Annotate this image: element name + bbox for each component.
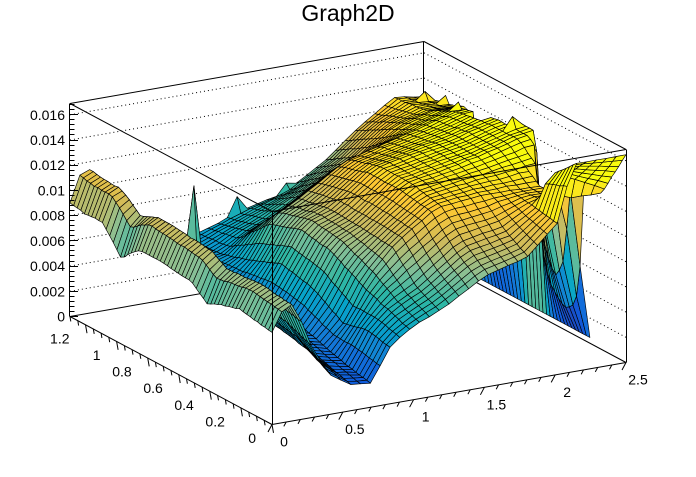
svg-text:0.014: 0.014 [30, 132, 65, 148]
svg-text:0.8: 0.8 [112, 364, 132, 380]
svg-text:0.4: 0.4 [174, 397, 194, 413]
svg-text:Graph2D: Graph2D [301, 0, 394, 26]
svg-text:2: 2 [563, 384, 571, 400]
svg-text:1: 1 [93, 347, 101, 363]
svg-text:0.01: 0.01 [38, 182, 65, 198]
svg-text:0: 0 [280, 434, 288, 450]
svg-text:1.5: 1.5 [487, 396, 507, 412]
svg-text:0: 0 [248, 430, 256, 446]
svg-text:0: 0 [57, 309, 65, 325]
svg-text:0.012: 0.012 [30, 157, 65, 173]
svg-text:2.5: 2.5 [628, 372, 648, 388]
svg-text:0.002: 0.002 [30, 283, 65, 299]
svg-text:0.5: 0.5 [345, 421, 365, 437]
svg-text:0.008: 0.008 [30, 208, 65, 224]
svg-text:1: 1 [422, 409, 430, 425]
svg-text:0.004: 0.004 [30, 258, 65, 274]
svg-text:0.6: 0.6 [143, 380, 163, 396]
svg-text:0.016: 0.016 [30, 107, 65, 123]
svg-text:0.2: 0.2 [205, 413, 225, 429]
svg-text:1.2: 1.2 [50, 330, 70, 346]
svg-text:0.006: 0.006 [30, 233, 65, 249]
